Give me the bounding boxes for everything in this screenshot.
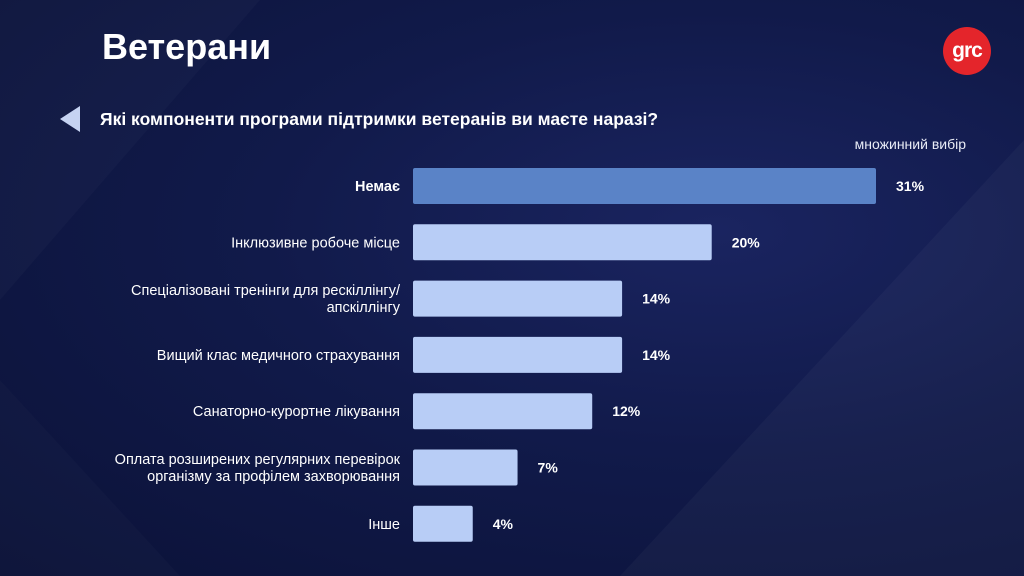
triangle-arrow-icon [60, 106, 80, 132]
bar-0 [413, 168, 876, 204]
value-label-0: 31% [896, 178, 925, 194]
value-label-4: 12% [612, 403, 641, 419]
category-label-6: Інше [368, 517, 400, 533]
value-label-6: 4% [493, 516, 514, 532]
logo-text: grc [952, 39, 983, 62]
category-label-1: Інклюзивне робоче місце [231, 235, 400, 251]
question-row: Які компоненти програми підтримки ветера… [60, 106, 658, 132]
bar-2 [413, 280, 623, 317]
bar-3 [413, 336, 623, 373]
grc-logo: grc [943, 27, 991, 75]
category-label-4: Санаторно-курортне лікування [193, 404, 400, 420]
bar-6 [413, 505, 473, 542]
value-label-5: 7% [538, 460, 559, 476]
page-title: Ветерани [102, 26, 272, 67]
category-label-3: Вищий клас медичного страхування [157, 348, 400, 364]
category-label-2-line-1: апскіллінгу [327, 300, 401, 316]
bar-5 [413, 449, 518, 486]
value-label-2: 14% [642, 291, 671, 307]
value-label-3: 14% [642, 347, 671, 363]
bar-1 [413, 224, 712, 261]
category-label-5-line-1: організму за профілем захворювання [147, 469, 400, 485]
category-label-5-line-0: Оплата розширених регулярних перевірок [115, 452, 401, 468]
category-label-2-line-0: Спеціалізовані тренінги для рескіллінгу/ [131, 283, 401, 299]
question-text: Які компоненти програми підтримки ветера… [100, 108, 659, 129]
category-label-0: Немає [355, 179, 400, 195]
multiple-choice-note: множинний вибір [854, 136, 966, 152]
value-label-1: 20% [732, 234, 761, 250]
bar-4 [413, 393, 593, 430]
